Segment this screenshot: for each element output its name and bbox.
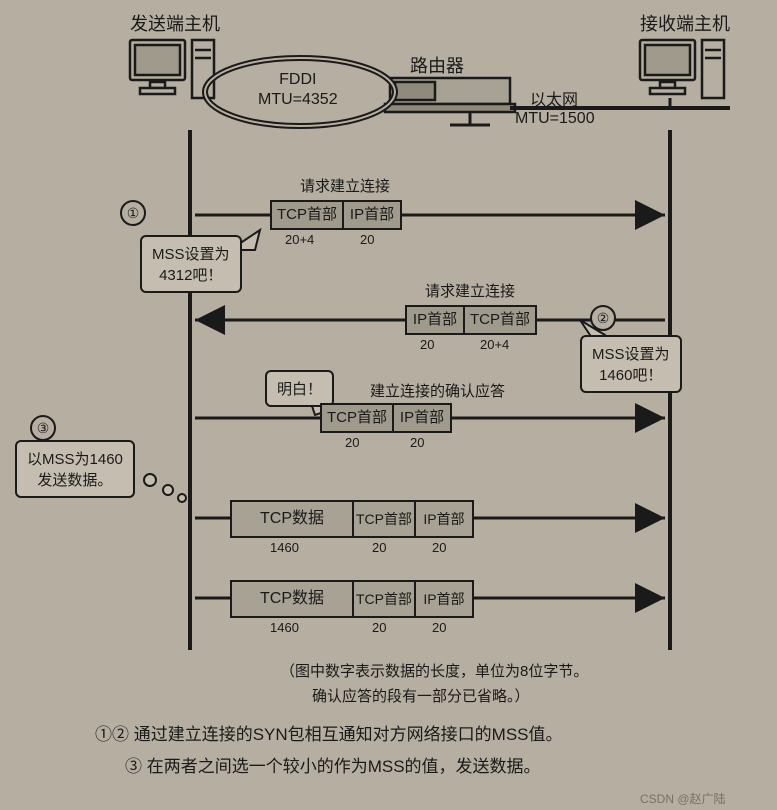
router-label: 路由器 bbox=[410, 52, 464, 78]
data2-tcp-len: 20 bbox=[372, 620, 386, 635]
step3-title: 建立连接的确认应答 bbox=[370, 380, 505, 401]
step1-bubble: MSS设置为 4312吧！ bbox=[140, 235, 242, 293]
footnote-2: 确认应答的段有一部分已省略。） bbox=[312, 685, 530, 706]
step3-side-bubble: 以MSS为1460 发送数据。 bbox=[15, 440, 135, 498]
data1-ip-len: 20 bbox=[432, 540, 446, 555]
data2-tcp: TCP首部 bbox=[352, 580, 416, 618]
rule-1: ①② 通过建立连接的SYN包相互通知对方网络接口的MSS值。 bbox=[95, 720, 563, 745]
step2-ip-len: 20 bbox=[420, 337, 434, 352]
data1-tcp: TCP首部 bbox=[352, 500, 416, 538]
step3-marker: ③ bbox=[30, 415, 56, 441]
step2-tcp: TCP首部 bbox=[463, 305, 537, 335]
step3-tcp-len: 20 bbox=[345, 435, 359, 450]
watermark: CSDN @赵广陆 bbox=[640, 790, 726, 807]
data2-data: TCP数据 bbox=[230, 580, 354, 618]
step1-tcp-len: 20+4 bbox=[285, 232, 314, 247]
step1-title: 请求建立连接 bbox=[300, 175, 390, 196]
step1-tcp: TCP首部 bbox=[270, 200, 344, 230]
data1-ip: IP首部 bbox=[414, 500, 474, 538]
eth-label-1: 以太网 bbox=[530, 86, 578, 110]
step2-marker: ② bbox=[590, 305, 616, 331]
data1-tcp-len: 20 bbox=[372, 540, 386, 555]
step2-title: 请求建立连接 bbox=[425, 280, 515, 301]
step1-ip: IP首部 bbox=[342, 200, 402, 230]
step2-bubble: MSS设置为 1460吧！ bbox=[580, 335, 682, 393]
receiver-host-label: 接收端主机 bbox=[640, 10, 730, 36]
data2-ip-len: 20 bbox=[432, 620, 446, 635]
fddi-label: FDDI MTU=4352 bbox=[258, 70, 338, 110]
step2-ip: IP首部 bbox=[405, 305, 465, 335]
step3-ip-len: 20 bbox=[410, 435, 424, 450]
sender-host-label: 发送端主机 bbox=[130, 10, 220, 36]
data1-data-len: 1460 bbox=[270, 540, 299, 555]
data2-ip: IP首部 bbox=[414, 580, 474, 618]
data2-data-len: 1460 bbox=[270, 620, 299, 635]
rule-2: ③ 在两者之间选一个较小的作为MSS的值，发送数据。 bbox=[125, 752, 541, 777]
eth-label-2: MTU=1500 bbox=[515, 110, 595, 128]
step1-ip-len: 20 bbox=[360, 232, 374, 247]
step2-tcp-len: 20+4 bbox=[480, 337, 509, 352]
step1-marker: ① bbox=[120, 200, 146, 226]
footnote-1: （图中数字表示数据的长度，单位为8位字节。 bbox=[280, 660, 588, 681]
step3-ip: IP首部 bbox=[392, 403, 452, 433]
step3-ok-bubble: 明白！ bbox=[265, 370, 334, 407]
data1-data: TCP数据 bbox=[230, 500, 354, 538]
step3-tcp: TCP首部 bbox=[320, 403, 394, 433]
